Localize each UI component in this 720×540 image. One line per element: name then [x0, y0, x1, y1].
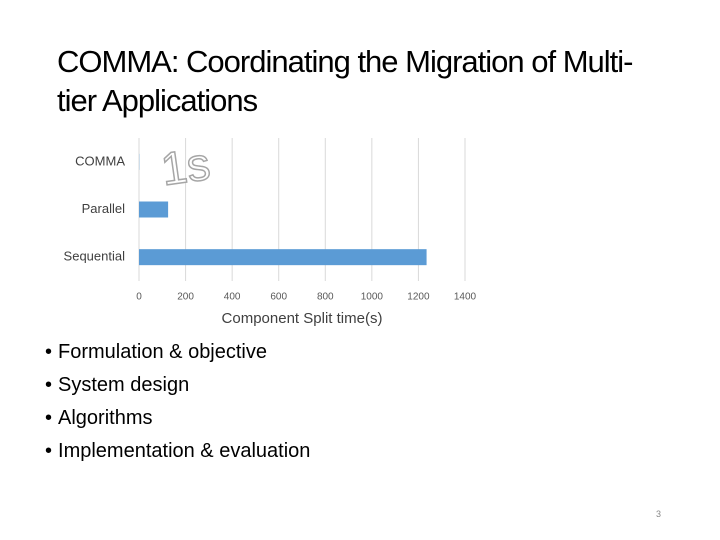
y-tick-label: Sequential [64, 249, 126, 264]
bullet-list: Formulation & objectiveSystem designAlgo… [45, 336, 310, 468]
x-tick-label: 400 [224, 292, 241, 303]
annotation: 1s [158, 137, 213, 195]
slide-title: COMMA: Coordinating the Migration of Mul… [57, 44, 634, 118]
bullet: Formulation & objective [45, 336, 310, 369]
x-tick-label: 0 [136, 292, 142, 303]
y-tick-label: COMMA [75, 153, 125, 168]
x-tick-label: 1200 [407, 292, 430, 303]
x-tick-label: 800 [317, 292, 334, 303]
bar [139, 249, 427, 266]
bullet: Implementation & evaluation [45, 435, 310, 468]
page-number: 3 [656, 509, 662, 519]
x-tick-label: 1000 [361, 292, 384, 303]
bar [139, 201, 169, 218]
bullet: Algorithms [45, 402, 310, 435]
x-tick-label: 200 [177, 292, 194, 303]
x-tick-label: 600 [270, 292, 287, 303]
y-tick-label: Parallel [82, 201, 125, 216]
x-axis-title: Component Split time(s) [222, 310, 383, 327]
bullet: System design [45, 369, 310, 402]
x-tick-label: 1400 [454, 292, 477, 303]
